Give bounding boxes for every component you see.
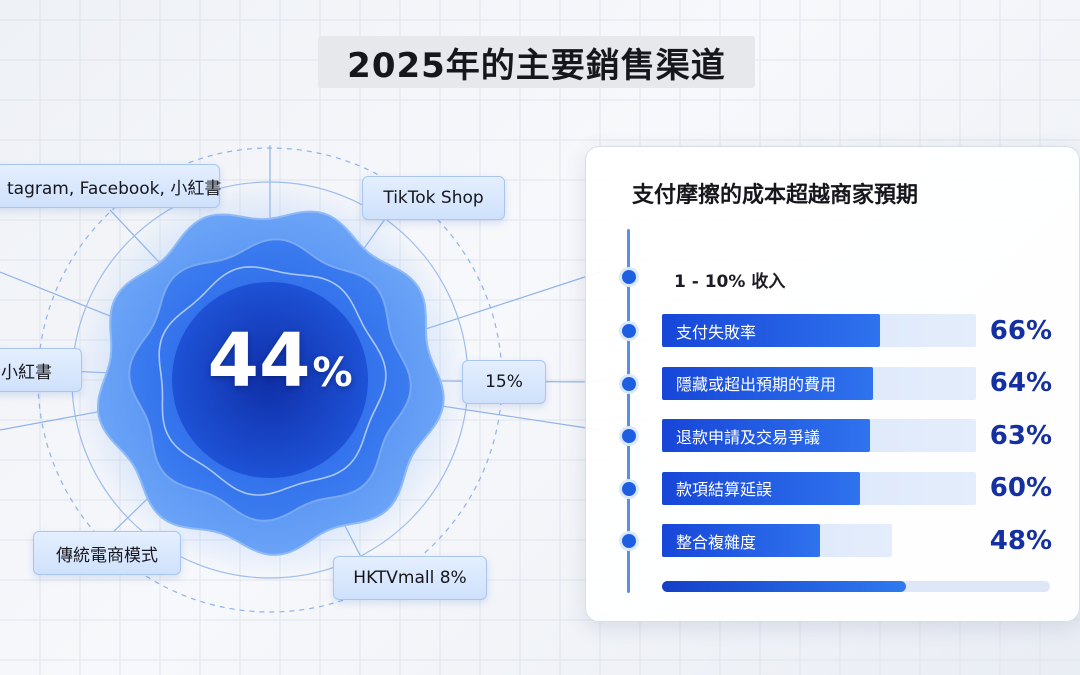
bar-track: 隱藏或超出預期的費用 — [662, 366, 976, 400]
bar-value: 64% — [989, 368, 1052, 398]
bar-value: 48% — [989, 525, 1052, 556]
bar-value: 60% — [989, 473, 1052, 503]
channel-label-tiktok-shop: TikTok Shop — [362, 176, 505, 220]
bar-2: 隱藏或超出預期的費用 — [662, 366, 873, 400]
timeline-dot — [622, 534, 636, 548]
summary-progress-track — [662, 581, 1050, 592]
summary-progress-fill — [662, 581, 906, 592]
channel-label-traditional-ecommerce: 傳統電商模式 — [33, 531, 181, 575]
channel-label-xiaohongshu: 小紅書 — [0, 348, 82, 392]
bar-track: 支付失敗率 — [662, 314, 976, 347]
page-title: 2025年的主要銷售渠道 — [318, 36, 755, 88]
blob-core — [172, 282, 368, 478]
timeline-dot — [622, 481, 636, 496]
bar-value: 66% — [989, 315, 1052, 346]
bar-track: 款項結算延誤 — [662, 471, 976, 505]
payment-friction-panel: 支付摩擦的成本超越商家預期 1 - 10% 收入 支付失敗率 66% 隱藏或超出預期… — [585, 146, 1080, 622]
revenue-range-label: 1 - 10% 收入 — [674, 272, 786, 292]
blob-inner-outline — [158, 266, 387, 496]
timeline-line — [627, 229, 630, 593]
radial-blob — [70, 180, 470, 580]
bar-1: 支付失敗率 — [662, 314, 880, 347]
bar-track: 退款申請及交易爭議 — [662, 419, 976, 452]
channel-radial-chart — [0, 145, 601, 613]
timeline-dot — [622, 324, 636, 338]
bar-value: 63% — [989, 420, 1052, 451]
timeline-dot — [622, 270, 636, 284]
panel-title: 支付摩擦的成本超越商家預期 — [632, 183, 919, 208]
timeline-dot — [622, 376, 636, 391]
bar-label: 款項結算延誤 — [676, 480, 773, 499]
channel-label-instagram-facebook: tagram, Facebook, 小紅書 — [0, 164, 221, 208]
bar-5: 整合複雜度 — [662, 524, 820, 557]
center-value: 44 % — [180, 318, 380, 418]
channel-label-15-percent: 15% — [462, 360, 546, 404]
bar-label: 退款申請及交易爭議 — [676, 427, 821, 447]
bar-3: 退款申請及交易爭議 — [662, 419, 870, 452]
bar-track: 整合複雜度 — [662, 524, 892, 557]
bar-label: 隱藏或超出預期的費用 — [676, 375, 837, 394]
bar-label: 整合複雜度 — [676, 532, 757, 552]
bar-label: 支付失敗率 — [676, 322, 757, 342]
bar-4: 款項結算延誤 — [662, 471, 860, 505]
center-value-unit: % — [312, 350, 353, 396]
center-value-number: 44 — [207, 318, 311, 404]
timeline-dot — [622, 429, 636, 443]
channel-label-hktvmall: HKTVmall 8% — [333, 556, 487, 600]
